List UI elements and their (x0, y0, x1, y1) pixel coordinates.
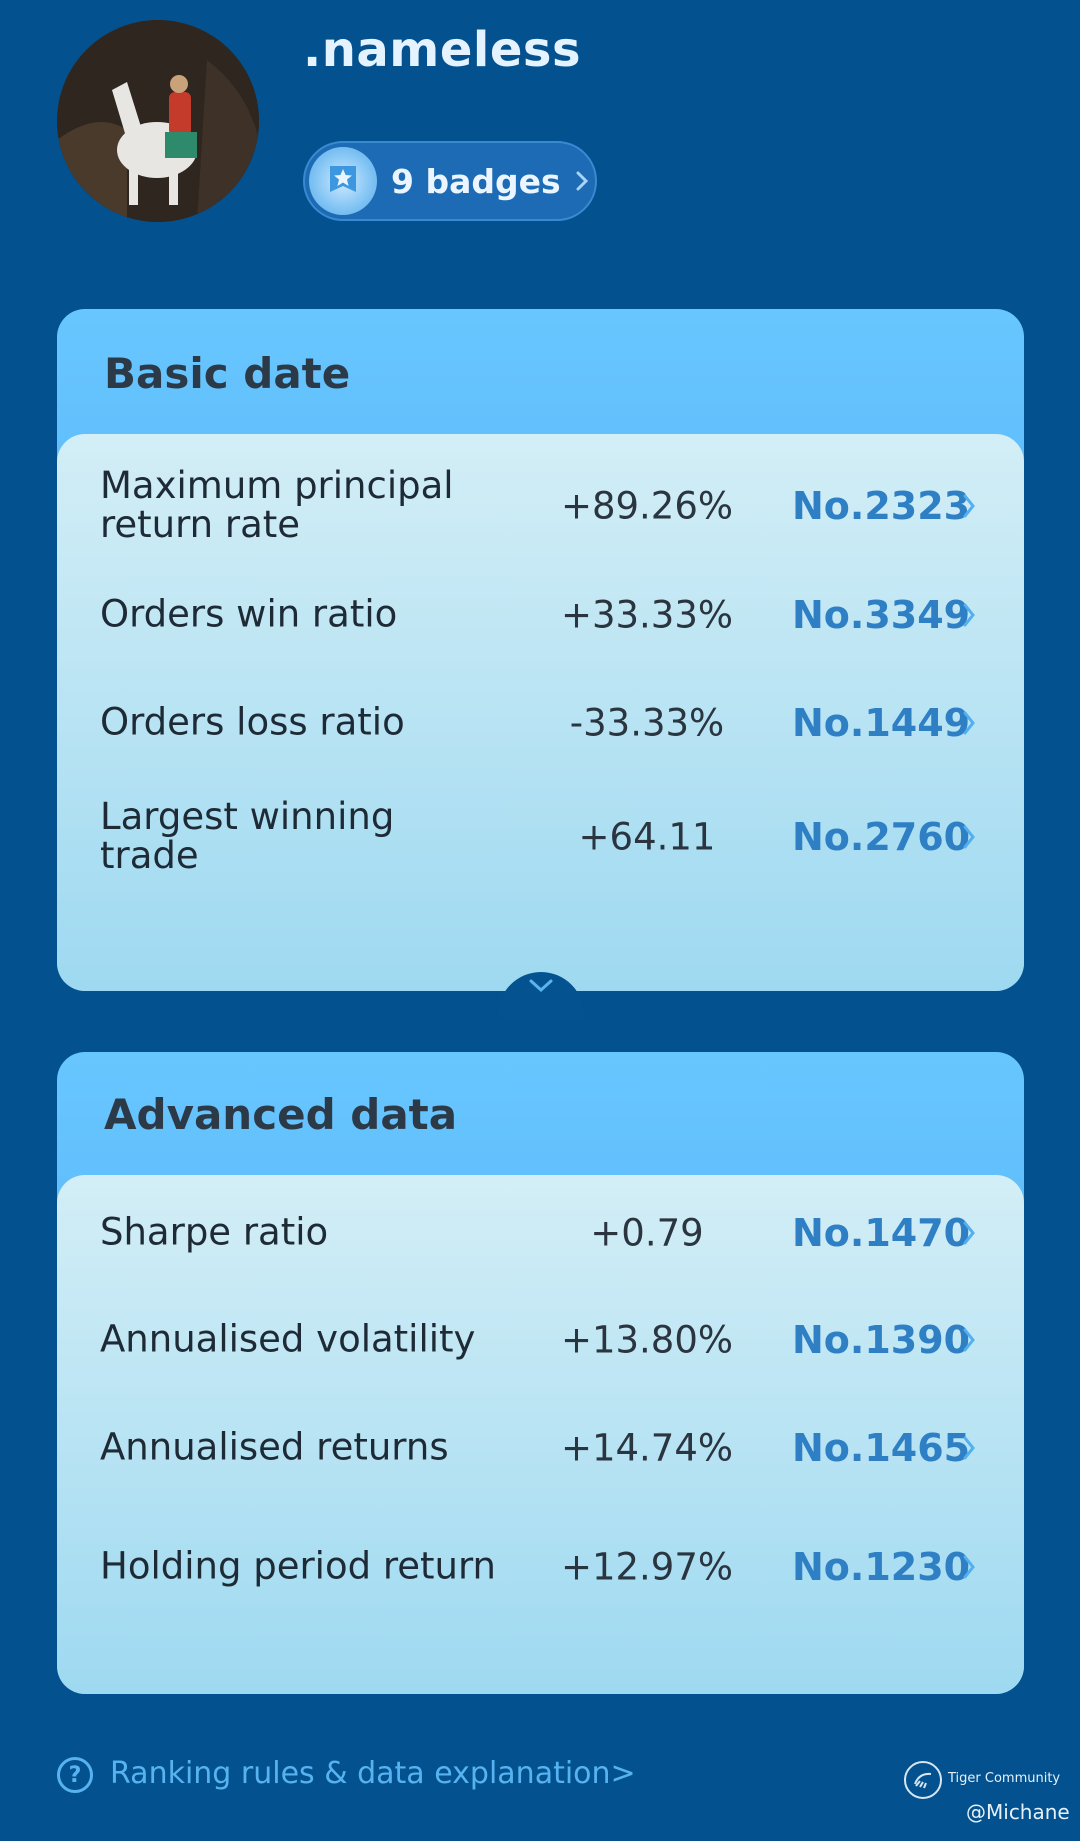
stat-value: +89.26% (560, 484, 734, 528)
stat-label: Maximum principal return rate (100, 464, 454, 546)
stat-label: Annualised returns (100, 1425, 449, 1469)
stat-row-largest-win[interactable]: Largest winning trade +64.11 No.2760 (57, 777, 1024, 897)
advanced-data-body: Sharpe ratio +0.79 No.1470 Annualised vo… (57, 1175, 1024, 1694)
stat-label: Orders win ratio (100, 592, 398, 636)
basic-data-card: Basic date Maximum principal return rate… (57, 309, 1024, 991)
stat-rank: No.2760 (792, 815, 971, 859)
stat-rank: No.1230 (792, 1545, 971, 1589)
advanced-data-card: Advanced data Sharpe ratio +0.79 No.1470… (57, 1052, 1024, 1694)
stat-value: +0.79 (590, 1211, 704, 1255)
basic-data-title: Basic date (104, 349, 351, 398)
stat-rank: No.2323 (792, 484, 971, 528)
chevron-right-icon (963, 1221, 975, 1245)
stat-row-loss-ratio[interactable]: Orders loss ratio -33.33% No.1449 (57, 669, 1024, 777)
stat-value: +12.97% (560, 1545, 734, 1589)
stat-label: Orders loss ratio (100, 700, 405, 744)
help-icon[interactable]: ? (57, 1757, 93, 1793)
chevron-right-icon (963, 1555, 975, 1579)
ranking-rules-link[interactable]: Ranking rules & data explanation> (110, 1756, 636, 1791)
advanced-data-title: Advanced data (104, 1090, 458, 1139)
stat-rank: No.3349 (792, 593, 971, 637)
brand-name: Tiger Community (948, 1771, 1061, 1786)
chevron-right-icon (963, 1436, 975, 1460)
avatar-image (57, 20, 259, 222)
stat-row-sharpe[interactable]: Sharpe ratio +0.79 No.1470 (57, 1180, 1024, 1286)
chevron-right-icon (576, 171, 588, 191)
stat-value: +64.11 (578, 815, 716, 859)
chevron-right-icon (963, 603, 975, 627)
stat-value: +14.74% (560, 1426, 734, 1470)
stat-label: Annualised volatility (100, 1317, 476, 1361)
stat-value: +33.33% (560, 593, 734, 637)
stat-rank: No.1390 (792, 1318, 971, 1362)
star-medal-icon (309, 147, 377, 215)
basic-data-body: Maximum principal return rate +89.26% No… (57, 434, 1024, 991)
tiger-logo-icon (904, 1761, 942, 1799)
stat-row-holding-return[interactable]: Holding period return +12.97% No.1230 (57, 1502, 1024, 1632)
stat-value: +13.80% (560, 1318, 734, 1362)
stat-label: Largest winning trade (100, 795, 395, 877)
chevron-right-icon (963, 494, 975, 518)
chevron-right-icon (963, 1328, 975, 1352)
stat-rank: No.1465 (792, 1426, 971, 1470)
badges-label: 9 badges (391, 161, 561, 201)
avatar[interactable] (57, 20, 259, 222)
stat-value: -33.33% (569, 701, 725, 745)
stat-label: Sharpe ratio (100, 1210, 329, 1254)
chevron-right-icon (963, 711, 975, 735)
stat-row-volatility[interactable]: Annualised volatility +13.80% No.1390 (57, 1286, 1024, 1394)
badges-button[interactable]: 9 badges (303, 141, 597, 221)
stat-row-annual-returns[interactable]: Annualised returns +14.74% No.1465 (57, 1394, 1024, 1502)
stat-row-max-return[interactable]: Maximum principal return rate +89.26% No… (57, 451, 1024, 561)
chevron-down-icon (529, 979, 553, 993)
stat-label: Holding period return (100, 1544, 496, 1588)
stat-row-win-ratio[interactable]: Orders win ratio +33.33% No.3349 (57, 561, 1024, 669)
username: .nameless (303, 22, 582, 78)
watermark: @Michane (966, 1800, 1070, 1824)
stat-rank: No.1470 (792, 1211, 971, 1255)
chevron-right-icon (963, 825, 975, 849)
stat-rank: No.1449 (792, 701, 971, 745)
